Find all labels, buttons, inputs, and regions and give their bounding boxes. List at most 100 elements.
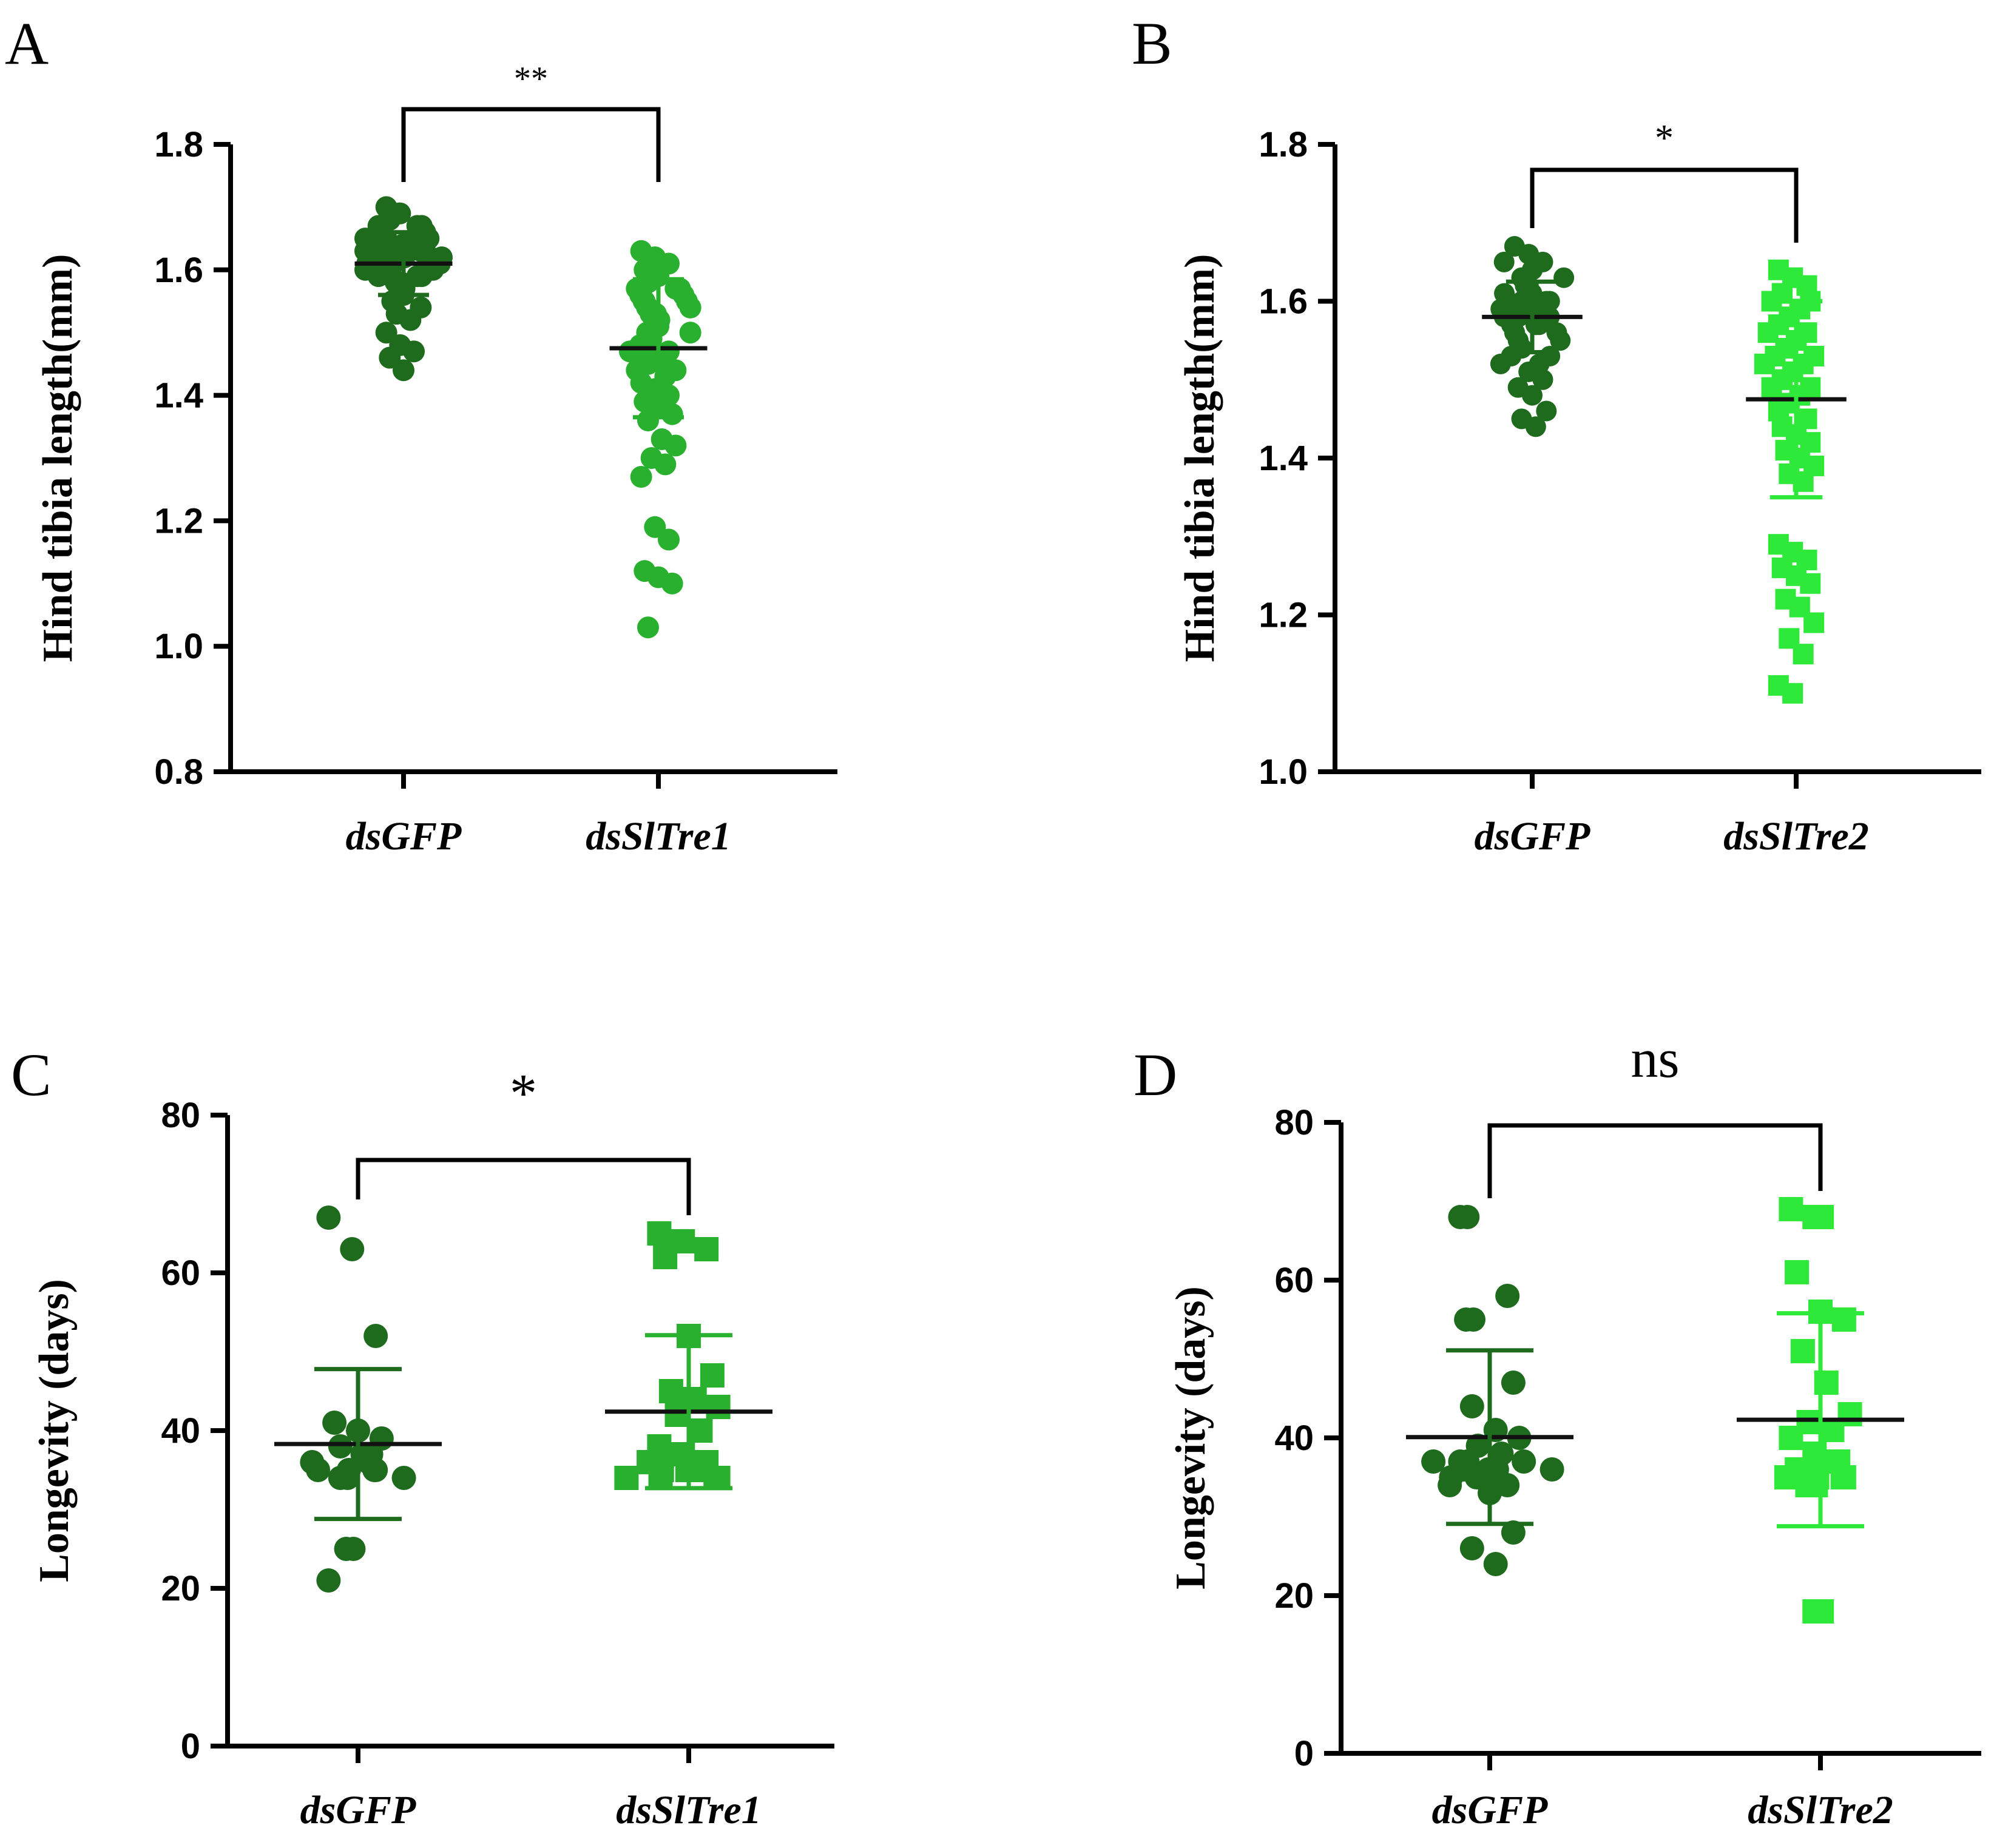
data-point (1525, 416, 1546, 437)
data-point (1810, 1599, 1834, 1624)
y-tick-label: 1.2 (154, 501, 203, 541)
data-point (1459, 1394, 1484, 1418)
y-tick-label: 1.6 (1259, 282, 1308, 322)
data-point (1761, 377, 1782, 398)
data-point (1459, 1536, 1484, 1560)
data-point (1421, 1449, 1446, 1474)
y-axis-label: Longevity (days) (31, 1279, 78, 1582)
y-tick-label: 80 (161, 1096, 200, 1135)
data-point (648, 1466, 673, 1490)
data-point (1455, 1205, 1480, 1229)
data-point (679, 296, 701, 319)
data-point (1512, 1449, 1536, 1474)
significance-label: ns (1631, 1029, 1679, 1089)
data-point (393, 359, 414, 382)
data-point (1779, 1197, 1803, 1221)
data-point (1830, 1465, 1855, 1489)
data-point (1785, 1260, 1810, 1284)
data-point (1782, 683, 1803, 704)
data-point (664, 434, 687, 457)
data-point (658, 1379, 683, 1403)
data-point (1490, 353, 1511, 374)
data-point (653, 1245, 678, 1269)
significance-bracket (1530, 167, 1799, 243)
y-tick-label: 60 (161, 1253, 200, 1293)
data-point (1501, 1520, 1526, 1545)
data-point (399, 309, 422, 331)
y-tick-label: 0 (1294, 1734, 1314, 1773)
data-point (1800, 573, 1821, 594)
data-point (1461, 1307, 1485, 1332)
data-point (647, 1221, 672, 1246)
data-point (1522, 385, 1543, 406)
data-point (1831, 1307, 1856, 1332)
data-point (410, 265, 433, 288)
data-point (1814, 1371, 1839, 1395)
x-category-label: dsSlTre2 (1748, 1788, 1893, 1832)
data-point (614, 1466, 639, 1490)
series-dsSlTre2 (1737, 1197, 1904, 1624)
data-point (1438, 1473, 1462, 1497)
data-point (316, 1568, 341, 1593)
data-point (654, 453, 677, 476)
y-tick-label: 1.8 (1259, 125, 1308, 164)
data-point (1539, 291, 1560, 312)
data-point (630, 466, 652, 488)
y-axis-label: Longevity (days) (1168, 1286, 1214, 1590)
x-category-label: dsGFP (300, 1788, 416, 1832)
data-point (1810, 1205, 1834, 1229)
y-tick-label: 1.8 (154, 125, 203, 164)
data-point (700, 1363, 725, 1388)
significance-label: * (510, 1064, 537, 1124)
y-tick-label: 0.8 (154, 752, 203, 792)
data-point (637, 616, 659, 639)
data-point (316, 1206, 341, 1230)
data-point (1495, 1284, 1520, 1308)
data-point (306, 1458, 331, 1482)
data-point (661, 403, 683, 425)
x-category-label: dsSlTre2 (1723, 814, 1869, 858)
series-dsSlTre2 (1746, 259, 1847, 704)
data-point (340, 1237, 365, 1261)
data-point (703, 1466, 728, 1490)
panel-B: B 1.0 1.2 1.4 1.6 1.8 Hind tibia length(mm) dsG… (1132, 10, 1981, 858)
series-dsGFP (354, 196, 453, 382)
panel-letter: D (1134, 1041, 1177, 1108)
y-axis-label: Hind tibia length(mm) (35, 254, 81, 663)
series-dsGFP (1406, 1205, 1573, 1576)
y-tick-label: 1.2 (1259, 596, 1308, 635)
y-tick-label: 60 (1274, 1261, 1314, 1300)
y-tick-label: 40 (1274, 1418, 1314, 1458)
data-point (1553, 267, 1575, 288)
data-point (679, 322, 701, 344)
data-point (341, 1537, 366, 1561)
y-tick-label: 1.4 (1259, 439, 1308, 478)
significance-label: * (1655, 118, 1674, 159)
significance-bracket (356, 1158, 691, 1215)
y-tick-label: 20 (1274, 1576, 1314, 1616)
data-point (658, 528, 680, 551)
significance-bracket (401, 107, 661, 182)
panel-D: D 0 20 40 60 80 Longevity (days) dsGFP dsSlTre2 n… (1134, 1029, 1981, 1832)
data-point (1501, 1371, 1526, 1395)
x-category-label: dsGFP (1432, 1788, 1548, 1832)
significance-bracket (1487, 1123, 1823, 1198)
data-point (619, 340, 641, 363)
data-point (1493, 251, 1515, 272)
x-category-label: dsSlTre1 (586, 814, 731, 858)
data-point (1820, 1418, 1845, 1442)
series-dsGFP (1482, 236, 1583, 437)
y-tick-label: 1.0 (154, 627, 203, 666)
data-point (1779, 1426, 1803, 1450)
data-point (1793, 644, 1814, 665)
data-point (661, 572, 683, 595)
data-point (1774, 1465, 1799, 1489)
panel-letter: B (1132, 10, 1172, 77)
y-tick-label: 80 (1274, 1103, 1314, 1142)
panel-C: C 0 20 40 60 80 Longevity (days) dsGFP dsSlTre1 * (11, 1041, 834, 1832)
data-point (637, 409, 659, 431)
data-point (1532, 369, 1553, 390)
data-point (328, 1434, 353, 1459)
data-point (322, 1411, 347, 1435)
